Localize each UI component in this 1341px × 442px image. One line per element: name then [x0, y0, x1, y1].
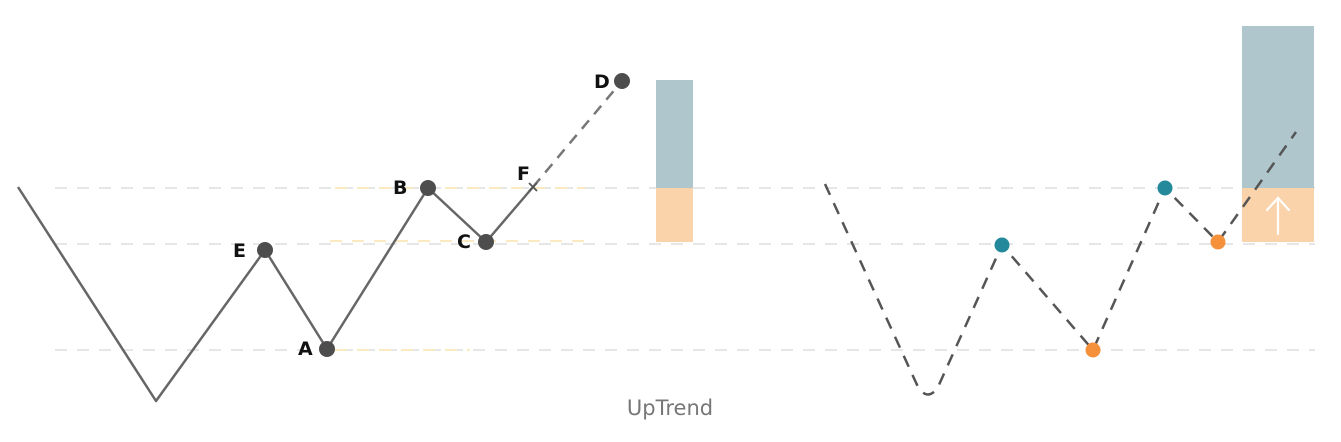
right-upper-target-box	[1242, 26, 1314, 188]
up-arrow-icon	[1265, 196, 1291, 236]
label-f: F	[517, 163, 530, 185]
label-e: E	[233, 240, 246, 262]
orange-point-right	[1210, 234, 1226, 250]
teal-point-left	[994, 237, 1010, 253]
label-b: B	[393, 177, 407, 199]
left-wave-line	[16, 186, 534, 403]
point-d	[614, 73, 630, 89]
point-a	[319, 341, 335, 357]
teal-point-right	[1157, 180, 1173, 196]
point-c	[478, 234, 494, 250]
point-b	[420, 180, 436, 196]
point-e	[257, 242, 273, 258]
label-c: C	[457, 231, 471, 253]
left-upper-target-box	[656, 80, 693, 188]
label-a: A	[298, 338, 313, 360]
diagram-caption: UpTrend	[627, 396, 713, 420]
right-wave-dashed-line	[823, 131, 1298, 396]
orange-point-bottom	[1085, 342, 1101, 358]
left-lower-target-box	[656, 188, 693, 242]
projection-dashed-line	[532, 80, 623, 188]
left-points	[257, 73, 630, 357]
label-d: D	[594, 71, 610, 93]
point-f-marker	[528, 182, 538, 192]
highlight-segments	[330, 187, 585, 351]
